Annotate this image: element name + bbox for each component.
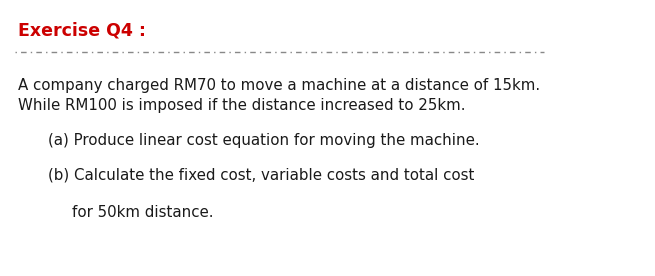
Text: (b) Calculate the fixed cost, variable costs and total cost: (b) Calculate the fixed cost, variable c… [48,168,474,183]
Text: Exercise Q4 :: Exercise Q4 : [18,22,146,40]
Text: A company charged RM70 to move a machine at a distance of 15km.: A company charged RM70 to move a machine… [18,78,540,93]
Text: for 50km distance.: for 50km distance. [72,205,214,220]
Text: (a) Produce linear cost equation for moving the machine.: (a) Produce linear cost equation for mov… [48,133,479,148]
Text: While RM100 is imposed if the distance increased to 25km.: While RM100 is imposed if the distance i… [18,98,466,113]
